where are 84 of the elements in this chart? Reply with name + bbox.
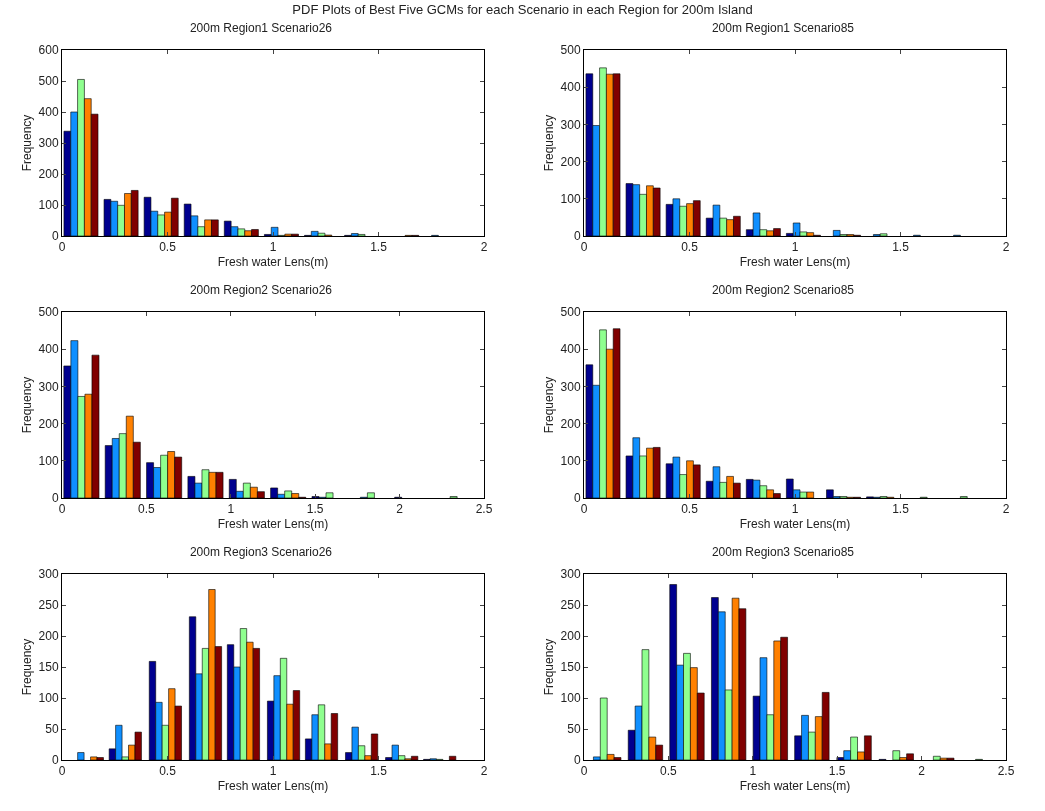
- x-tick-label: 0.5: [681, 502, 699, 517]
- x-tick-label: 2: [396, 502, 404, 517]
- y-tick-label: 100: [38, 454, 59, 468]
- y-tick-label: 400: [560, 342, 581, 357]
- y-axis-title: Frequency: [541, 638, 556, 696]
- x-tick-label: 2: [1002, 502, 1010, 517]
- y-tick-label: 200: [38, 629, 59, 644]
- x-tick-label: 1: [269, 240, 277, 255]
- x-tick-label: 1: [791, 240, 799, 255]
- y-tick-label: 500: [38, 305, 59, 320]
- y-tick-label: 200: [38, 167, 59, 182]
- y-axis-title: Frequency: [541, 114, 556, 172]
- x-axis-title: Fresh water Lens(m): [217, 779, 329, 794]
- x-tick-label: 2: [1002, 240, 1010, 255]
- y-tick-label: 250: [38, 598, 59, 613]
- text: PDF Plots of Best Five GCMs for each Scenario in each Region for 200m Island: [291, 2, 754, 17]
- x-tick-label: 0.5: [159, 764, 177, 779]
- chart-title: 200m Region3 Scenario85: [711, 545, 855, 560]
- x-tick-label: 2.5: [475, 502, 493, 517]
- y-tick-label: 500: [38, 74, 59, 89]
- x-tick-label: 1: [791, 502, 799, 517]
- x-tick-label: 0.5: [159, 240, 177, 255]
- y-tick-label: 100: [560, 691, 581, 706]
- y-tick-label: 300: [560, 117, 581, 132]
- y-tick-label: 50: [567, 722, 581, 737]
- x-axis-title: Fresh water Lens(m): [739, 517, 851, 532]
- chart-title: 200m Region3 Scenario26: [189, 545, 333, 560]
- x-tick-label: 1.5: [306, 502, 324, 517]
- y-tick-label: 0: [573, 753, 581, 768]
- y-tick-label: 0: [573, 229, 581, 244]
- x-tick-label: 1.5: [892, 502, 910, 517]
- y-tick-label: 200: [560, 416, 581, 431]
- y-tick-label: 500: [560, 43, 581, 58]
- y-axis-title: Frequency: [19, 376, 34, 434]
- y-tick-label: 250: [560, 598, 581, 613]
- x-tick-label: 1.5: [370, 240, 388, 255]
- x-axis-title: Fresh water Lens(m): [739, 779, 851, 794]
- y-tick-label: 100: [38, 198, 59, 213]
- y-axis-title: Frequency: [19, 638, 34, 696]
- chart-title: 200m Region2 Scenario26: [189, 283, 333, 298]
- y-axis-title: Frequency: [19, 114, 34, 172]
- y-tick-label: 50: [45, 722, 59, 737]
- y-tick-label: 300: [560, 379, 581, 394]
- y-tick-label: 300: [38, 567, 59, 582]
- x-tick-label: 2: [480, 240, 488, 255]
- x-tick-label: 0.5: [681, 240, 699, 255]
- x-tick-label: 0.5: [660, 764, 678, 779]
- x-tick-label: 2: [918, 764, 926, 779]
- y-tick-label: 400: [38, 342, 59, 357]
- x-tick-label: 2.5: [997, 764, 1015, 779]
- x-tick-label: 1.5: [828, 764, 846, 779]
- x-tick-label: 2: [480, 764, 488, 779]
- y-tick-label: 100: [38, 691, 59, 706]
- x-tick-label: 1: [269, 764, 277, 779]
- x-tick-label: 0.5: [138, 502, 156, 517]
- x-axis-title: Fresh water Lens(m): [217, 517, 329, 532]
- x-tick-label: 1.5: [370, 764, 388, 779]
- y-tick-label: 0: [51, 753, 59, 768]
- y-tick-label: 200: [38, 416, 59, 431]
- y-tick-label: 300: [38, 136, 59, 151]
- x-tick-label: 1.5: [892, 240, 910, 255]
- y-tick-label: 200: [560, 154, 581, 169]
- chart-title: 200m Region2 Scenario85: [711, 283, 855, 298]
- chart-title: 200m Region1 Scenario85: [711, 21, 855, 36]
- x-tick-label: 1: [749, 764, 757, 779]
- y-tick-label: 0: [51, 229, 59, 244]
- y-tick-label: 300: [560, 567, 581, 582]
- y-tick-label: 100: [560, 454, 581, 468]
- y-tick-label: 100: [560, 192, 581, 206]
- y-tick-label: 0: [573, 491, 581, 506]
- y-tick-label: 200: [560, 629, 581, 644]
- y-tick-label: 150: [560, 660, 581, 675]
- x-tick-label: 1: [227, 502, 235, 517]
- y-tick-label: 300: [38, 379, 59, 394]
- y-tick-label: 400: [38, 105, 59, 120]
- y-tick-label: 400: [560, 80, 581, 95]
- x-axis-title: Fresh water Lens(m): [217, 255, 329, 270]
- x-axis-title: Fresh water Lens(m): [739, 255, 851, 270]
- y-tick-label: 500: [560, 305, 581, 320]
- y-axis-title: Frequency: [541, 376, 556, 434]
- chart-title: 200m Region1 Scenario26: [189, 21, 333, 36]
- y-tick-label: 0: [51, 491, 59, 506]
- y-tick-label: 150: [38, 660, 59, 675]
- y-tick-label: 600: [38, 43, 59, 58]
